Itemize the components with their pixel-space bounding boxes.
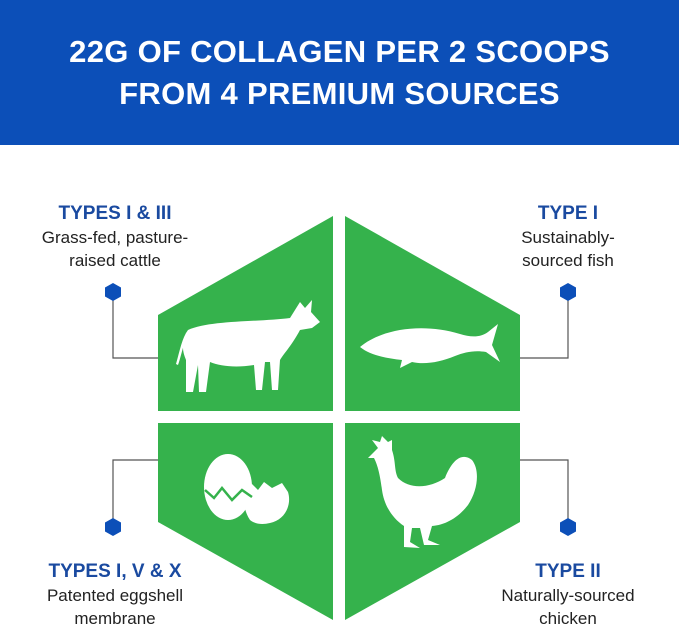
connector-cattle xyxy=(112,292,158,359)
connector-lines xyxy=(112,292,569,527)
fish-icon xyxy=(360,324,500,368)
source-fish: TYPE I Sustainably- sourced fish xyxy=(478,202,658,272)
egg-icon xyxy=(204,454,290,524)
collagen-type: TYPE II xyxy=(535,561,601,582)
source-chicken: TYPE II Naturally-sourced chicken xyxy=(478,560,658,630)
hexagon-marker-icon xyxy=(560,283,576,301)
source-description: sourced fish xyxy=(522,251,614,270)
source-description: Grass-fed, pasture- xyxy=(41,228,189,247)
source-description: Naturally-sourced xyxy=(501,586,635,605)
markers xyxy=(105,283,576,536)
source-description: Sustainably- xyxy=(521,228,615,247)
panel-fish xyxy=(345,216,520,411)
source-description: chicken xyxy=(539,609,597,628)
collagen-type: TYPE I xyxy=(537,203,599,224)
hexagon-marker-icon xyxy=(105,283,121,301)
source-description: membrane xyxy=(74,609,156,628)
chicken-icon xyxy=(368,436,477,548)
collagen-type: TYPES I & III xyxy=(58,203,172,224)
hexagon-marker-icon xyxy=(105,518,121,536)
header-banner: 22G OF COLLAGEN PER 2 SCOOPS FROM 4 PREM… xyxy=(0,0,679,145)
source-description: Patented eggshell xyxy=(46,586,184,605)
source-description: raised cattle xyxy=(69,251,161,270)
connector-chicken xyxy=(520,459,569,527)
title-line-1: 22G OF COLLAGEN PER 2 SCOOPS xyxy=(69,33,610,69)
source-eggshell: TYPES I, V & X Patented eggshell membran… xyxy=(20,560,210,630)
hexagon-marker-icon xyxy=(560,518,576,536)
cow-icon xyxy=(176,300,320,392)
connector-eggshell xyxy=(112,459,158,527)
title-line-2: FROM 4 PREMIUM SOURCES xyxy=(119,75,560,111)
collagen-type: TYPES I, V & X xyxy=(48,561,182,582)
panel-eggshell xyxy=(158,423,333,620)
source-cattle: TYPES I & III Grass-fed, pasture- raised… xyxy=(20,202,210,272)
connector-fish xyxy=(520,292,569,359)
